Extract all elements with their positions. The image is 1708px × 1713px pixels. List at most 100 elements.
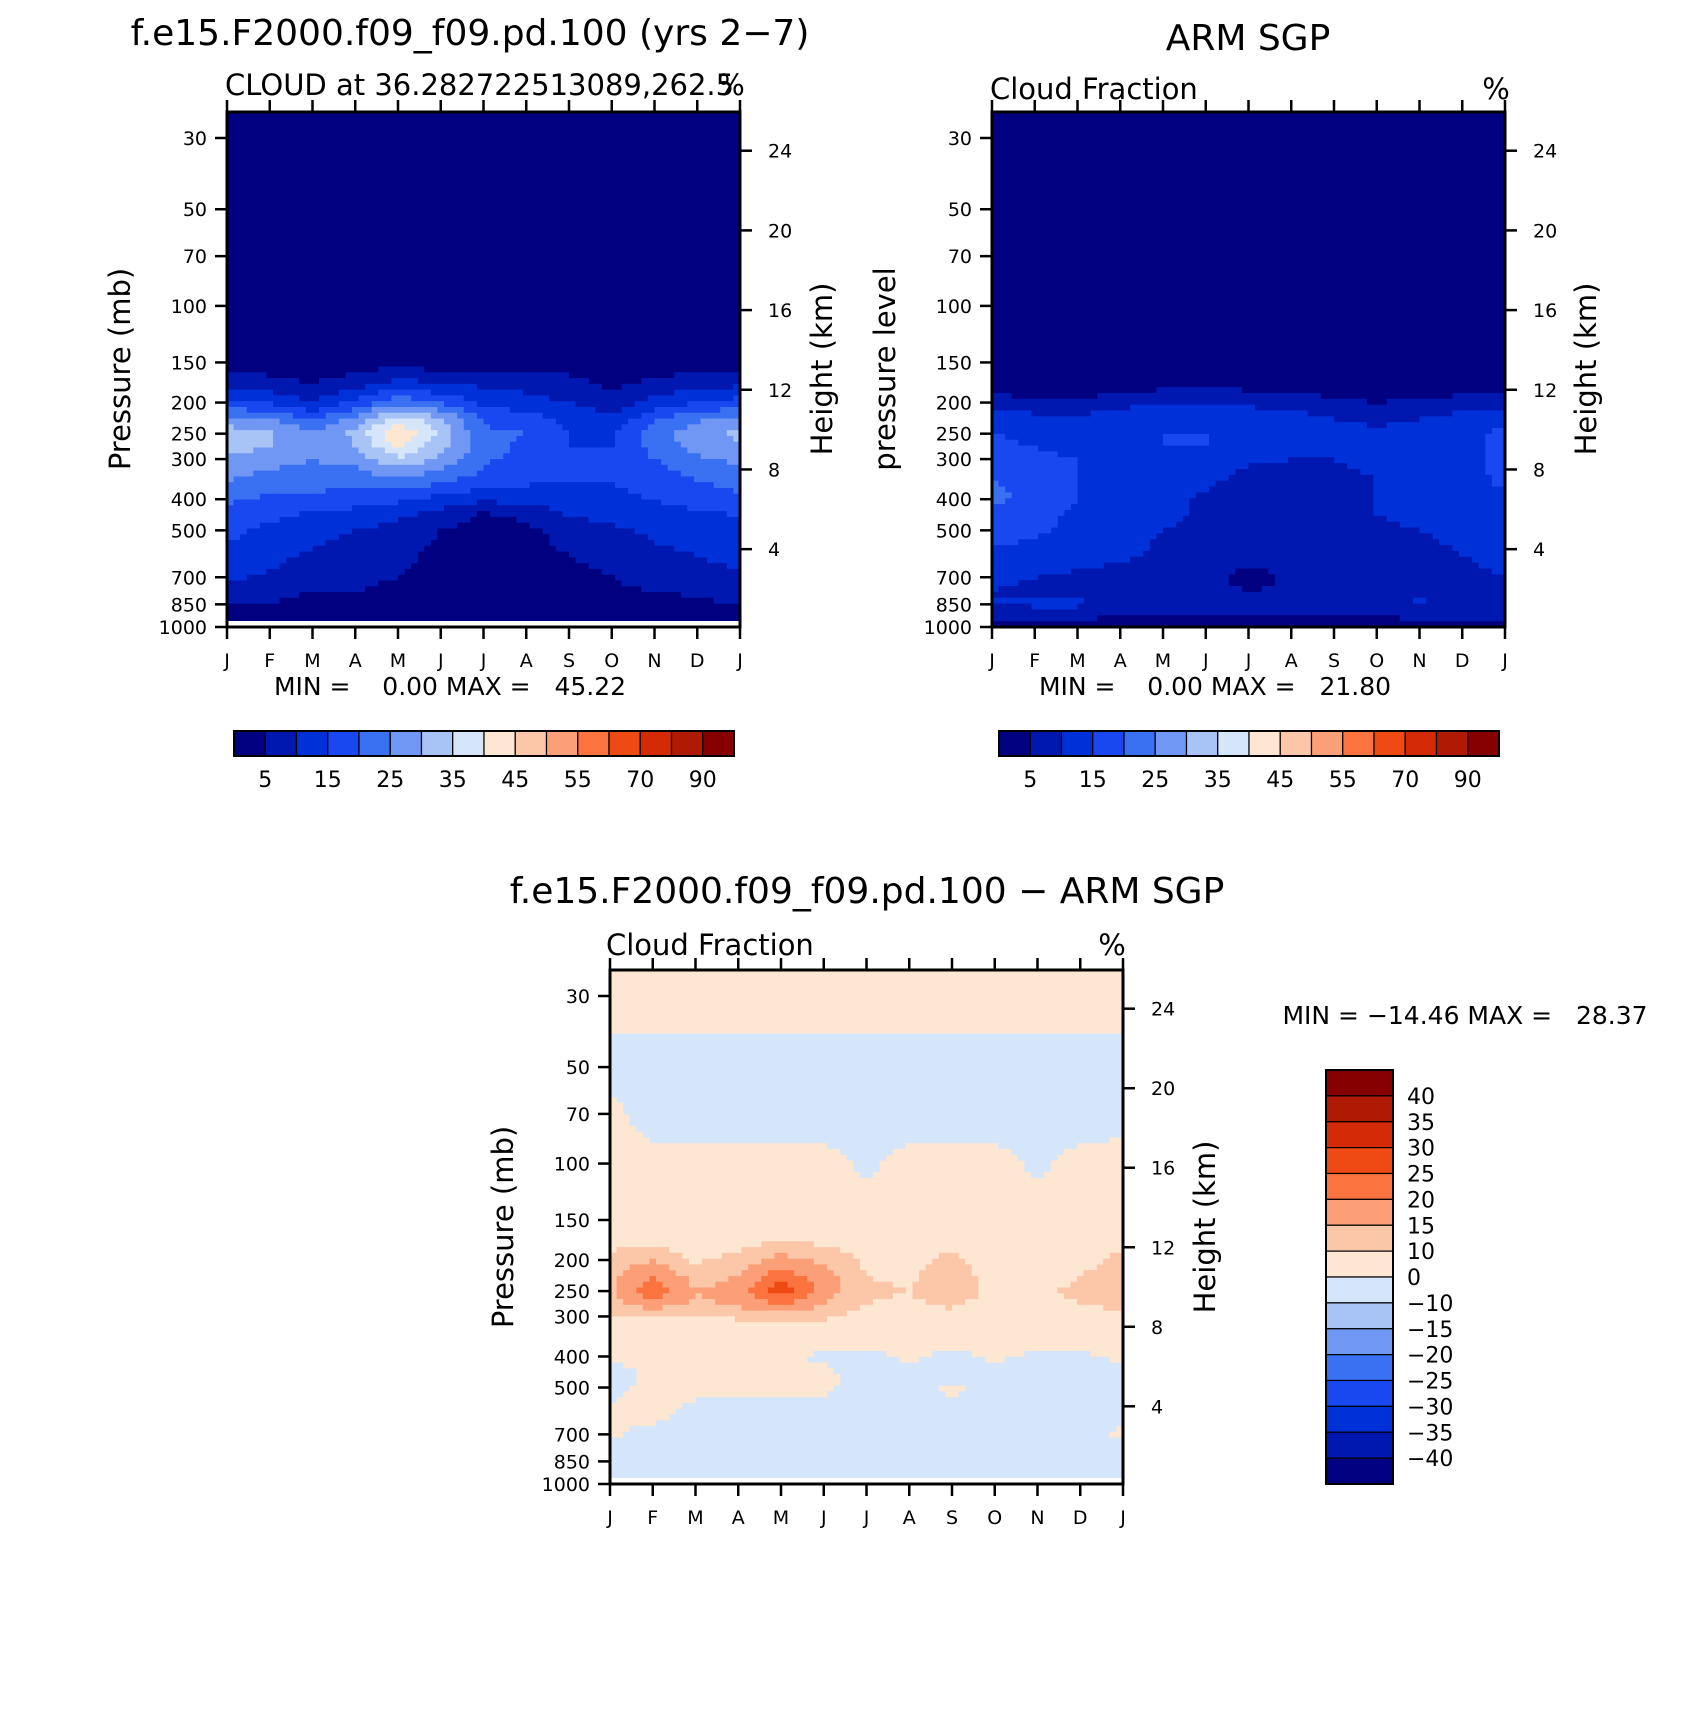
model-contour-cell: [522, 152, 531, 159]
model-contour-cell: [365, 406, 373, 414]
model-contour-cell: [457, 181, 465, 188]
model-contour-cell: [621, 395, 629, 402]
model-contour-cell: [707, 169, 715, 177]
model-contour-cell: [457, 175, 465, 183]
model-contour-cell: [549, 401, 557, 408]
model-contour-cell: [299, 262, 307, 269]
model-contour-cell: [674, 378, 682, 385]
model-contour-cell: [687, 250, 695, 258]
model-contour-cell: [588, 424, 596, 431]
model-contour-cell: [319, 204, 327, 211]
model-contour-cell: [654, 117, 662, 125]
model-contour-cell: [411, 331, 419, 339]
model-contour-cell: [338, 406, 346, 414]
model-contour-cell: [292, 175, 300, 183]
model-contour-cell: [378, 378, 386, 385]
model-contour-cell: [588, 331, 596, 339]
model-contour-cell: [608, 187, 616, 194]
model-contour-cell: [292, 123, 300, 130]
model-contour-cell: [490, 331, 498, 339]
model-contour-cell: [569, 262, 577, 269]
model-contour-cell: [496, 430, 504, 437]
model-contour-cell: [450, 216, 458, 223]
model-contour-cell: [661, 308, 669, 316]
model-contour-cell: [549, 389, 557, 397]
model-contour-cell: [713, 210, 721, 217]
model-contour-cell: [661, 314, 669, 321]
model-contour-cell: [595, 135, 603, 142]
model-contour-cell: [325, 453, 333, 460]
model-contour-cell: [562, 302, 570, 310]
model-contour-cell: [404, 245, 412, 252]
model-contour-cell: [470, 233, 478, 240]
model-contour-cell: [378, 198, 386, 206]
model-contour-cell: [509, 337, 517, 344]
model-contour-cell: [680, 210, 688, 217]
model-contour-cell: [279, 378, 287, 385]
model-contour-cell: [562, 401, 570, 408]
model-contour-cell: [542, 412, 550, 420]
model-contour-cell: [582, 262, 590, 269]
model-contour-cell: [634, 198, 642, 206]
model-contour-cell: [332, 476, 340, 483]
model-contour-cell: [522, 424, 531, 431]
model-contour-cell: [384, 268, 393, 275]
model-contour-cell: [680, 459, 688, 466]
model-contour-cell: [463, 395, 471, 402]
model-contour-cell: [273, 453, 281, 460]
model-contour-cell: [338, 349, 346, 356]
model-contour-cell: [529, 395, 537, 402]
model-contour-cell: [542, 291, 550, 298]
model-contour-cell: [391, 123, 399, 130]
model-contour-cell: [634, 453, 642, 460]
model-contour-cell: [227, 395, 235, 402]
model-contour-cell: [365, 360, 373, 368]
model-contour-cell: [615, 459, 623, 466]
model-contour-cell: [319, 123, 327, 130]
model-contour-cell: [371, 245, 379, 252]
model-contour-cell: [305, 245, 314, 252]
model-contour-cell: [444, 447, 452, 454]
model-contour-cell: [286, 453, 294, 460]
model-contour-cell: [227, 268, 235, 275]
model-contour-cell: [582, 112, 590, 119]
model-contour-cell: [246, 152, 254, 159]
model-contour-cell: [641, 129, 649, 136]
model-contour-cell: [365, 187, 373, 194]
model-contour-cell: [674, 192, 682, 200]
model-contour-cell: [437, 187, 445, 194]
model-contour-cell: [726, 302, 735, 310]
model-contour-cell: [733, 164, 741, 171]
model-contour-cell: [351, 268, 360, 275]
model-contour-cell: [476, 146, 485, 154]
model-contour-cell: [595, 476, 603, 483]
model-contour-cell: [378, 291, 386, 298]
model-contour-cell: [463, 389, 471, 397]
model-contour-cell: [634, 129, 642, 136]
model-contour-cell: [707, 360, 715, 368]
model-contour-cell: [509, 302, 517, 310]
model-contour-cell: [503, 297, 511, 304]
model-contour-cell: [562, 406, 570, 414]
model-contour-cell: [654, 198, 662, 206]
model-contour-cell: [305, 476, 314, 483]
model-contour-cell: [575, 424, 583, 431]
model-contour-cell: [483, 459, 491, 466]
model-contour-cell: [358, 314, 366, 321]
model-contour-cell: [680, 343, 688, 350]
model-contour-cell: [312, 406, 320, 414]
model-contour-cell: [496, 117, 504, 125]
model-contour-cell: [417, 164, 425, 171]
model-contour-cell: [476, 169, 485, 177]
model-contour-cell: [661, 453, 669, 460]
model-contour-cell: [628, 424, 636, 431]
model-contour-cell: [536, 239, 544, 246]
model-contour-cell: [687, 181, 695, 188]
model-contour-cell: [674, 354, 682, 362]
model-contour-cell: [351, 221, 360, 229]
model-contour-cell: [595, 343, 603, 350]
model-contour-cell: [726, 372, 735, 379]
model-contour-cell: [384, 401, 393, 408]
model-contour-cell: [463, 308, 471, 316]
model-contour-cell: [529, 464, 537, 472]
